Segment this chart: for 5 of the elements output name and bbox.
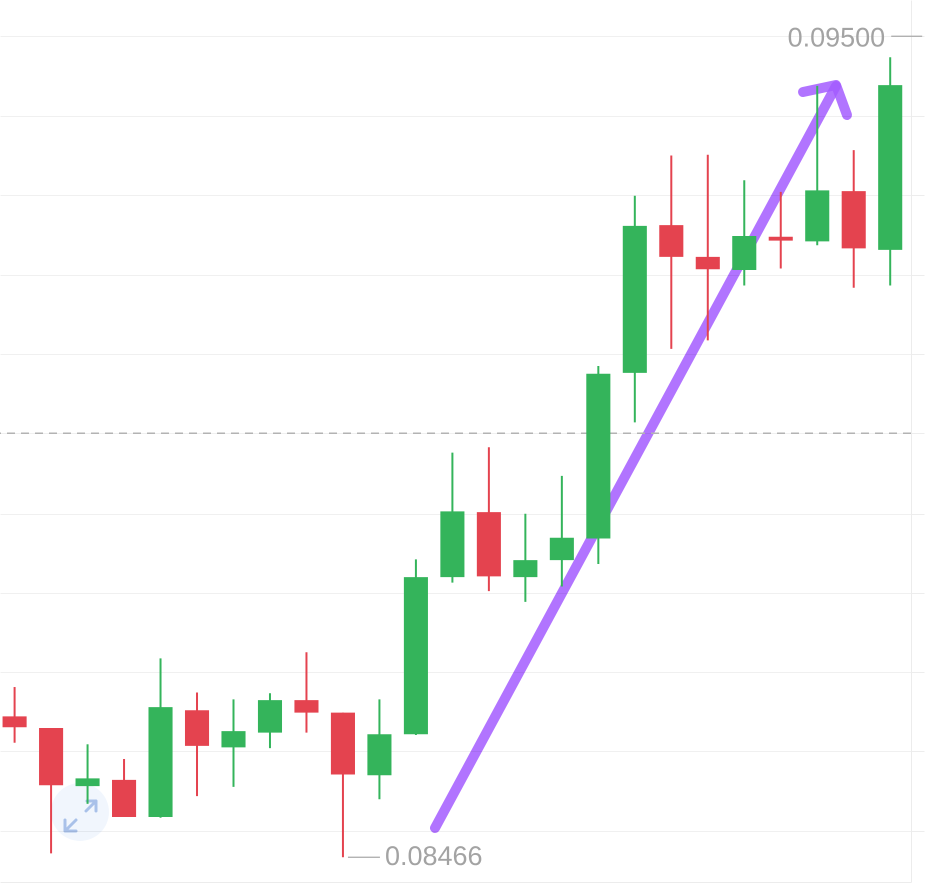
annotation: 0.09500 [788, 22, 886, 52]
annotation: 0.08466 [384, 841, 483, 872]
candlestick [76, 743, 100, 805]
candlestick [768, 190, 793, 270]
candlestick [696, 154, 720, 342]
